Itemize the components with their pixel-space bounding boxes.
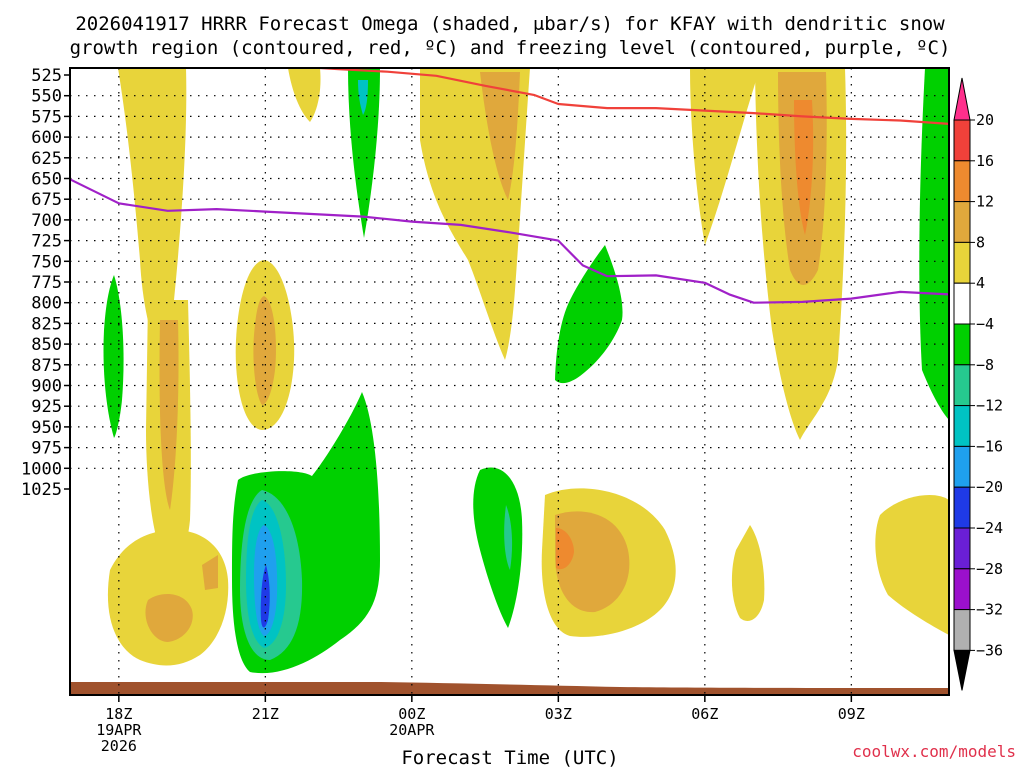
omega-plume-upper-right (690, 68, 760, 245)
colorbar-swatch (953, 486, 971, 529)
plot-frame (69, 67, 950, 696)
chart-title-line-2: growth region (contoured, red, ºC) and f… (70, 37, 951, 59)
colorbar-label: −24 (976, 519, 1003, 537)
x-tick-label: 00Z (398, 705, 425, 723)
colorbar-swatch (953, 201, 971, 243)
omega-sink-cyan-upper (358, 80, 368, 115)
colorbar-label: −36 (976, 641, 1003, 659)
x-tick-label: 09Z (838, 705, 865, 723)
colorbar-swatch (953, 364, 971, 407)
y-tick-label: 575 (31, 107, 62, 127)
colorbar: 20 16 12 8 4 −4 −8 −12 −16 −20 −24 −28 −32 −36 (953, 77, 1003, 691)
omega-blob-lower-left-tip (202, 555, 218, 590)
chart-title-line-1: 2026041917 HRRR Forecast Omega (shaded, … (75, 13, 945, 35)
colorbar-swatch (953, 241, 971, 284)
y-axis: 5255505756006256506757007257507758008258… (21, 66, 70, 500)
y-tick-label: 800 (31, 294, 62, 314)
colorbar-swatch (953, 568, 971, 611)
series-line-freezing-level (70, 178, 949, 304)
y-tick-label: 550 (31, 87, 62, 107)
colorbar-swatch (953, 527, 971, 570)
omega-sink-green-mid (473, 467, 523, 628)
omega-blob-lower-right (875, 495, 949, 635)
y-tick-label: 1000 (21, 459, 62, 479)
x-axis-label: Forecast Time (UTC) (401, 747, 618, 768)
y-tick-label: 775 (31, 273, 62, 293)
colorbar-label: −4 (976, 315, 994, 333)
colorbar-swatch (953, 282, 971, 325)
x-tick-label: 03Z (545, 705, 572, 723)
colorbar-label: −12 (976, 397, 1003, 415)
colorbar-swatch (953, 609, 971, 651)
colorbar-swatch (953, 323, 971, 366)
omega-sink-green-mid-upper (555, 245, 623, 384)
omega-blob-lower-mid-orange (555, 511, 630, 613)
y-tick-label: 625 (31, 149, 62, 169)
y-tick-label: 900 (31, 377, 62, 397)
omega-column-left-orange (159, 320, 179, 510)
footer-credit[interactable]: coolwx.com/models (852, 742, 1016, 761)
y-tick-label: 950 (31, 418, 62, 438)
colorbar-swatch (953, 160, 971, 203)
colorbar-bottom-arrow (953, 649, 971, 691)
y-tick-label: 825 (31, 314, 62, 334)
y-tick-label: 675 (31, 190, 62, 210)
x-tick-label: 20APR (389, 721, 435, 739)
y-tick-label: 875 (31, 356, 62, 376)
series-line-dendritic-growth (302, 68, 949, 125)
colorbar-label: −32 (976, 601, 1003, 619)
x-tick-label: 21Z (252, 705, 279, 723)
y-tick-label: 700 (31, 211, 62, 231)
omega-blob-lower-left-orange (145, 594, 193, 642)
y-tick-label: 850 (31, 335, 62, 355)
colorbar-label: −16 (976, 437, 1003, 455)
x-tick-label: 19APR (96, 721, 142, 739)
omega-plume-top-small (288, 68, 321, 122)
omega-shading (70, 68, 949, 695)
y-tick-label: 975 (31, 439, 62, 459)
colorbar-label: −28 (976, 560, 1003, 578)
colorbar-label: 8 (976, 233, 985, 251)
colorbar-label: 20 (976, 111, 994, 129)
colorbar-swatch (953, 119, 971, 162)
y-tick-label: 650 (31, 170, 62, 190)
omega-plume-upper-left (118, 68, 187, 360)
colorbar-swatch (953, 445, 971, 488)
colorbar-swatch (953, 405, 971, 447)
y-tick-label: 725 (31, 232, 62, 252)
x-tick-label: 2026 (101, 737, 137, 755)
x-tick-label: 18Z (105, 705, 132, 723)
y-tick-label: 1025 (21, 480, 62, 500)
y-tick-label: 600 (31, 128, 62, 148)
omega-sink-green-right-edge (919, 68, 949, 420)
omega-sink-green-upper (348, 68, 380, 238)
colorbar-top-arrow (953, 77, 971, 121)
colorbar-label: 12 (976, 193, 994, 211)
contour-lines (70, 68, 949, 304)
omega-sink-teal-mid (504, 505, 513, 570)
colorbar-label: −8 (976, 356, 994, 374)
colorbar-label: 16 (976, 152, 994, 170)
grid-lines (70, 68, 949, 695)
x-tick-label: 06Z (691, 705, 718, 723)
colorbar-label: 4 (976, 274, 985, 292)
omega-plume-upper-mid-orange (480, 72, 520, 200)
colorbar-label: −20 (976, 478, 1003, 496)
y-tick-label: 525 (31, 66, 62, 86)
y-tick-label: 750 (31, 252, 62, 272)
terrain-surface (70, 682, 949, 695)
omega-sink-green-left (103, 275, 124, 438)
omega-blob-lower-right-small (731, 525, 765, 621)
omega-blob-lower-mid-core (556, 528, 574, 570)
omega-plume-right-core (794, 100, 814, 235)
y-tick-label: 925 (31, 397, 62, 417)
